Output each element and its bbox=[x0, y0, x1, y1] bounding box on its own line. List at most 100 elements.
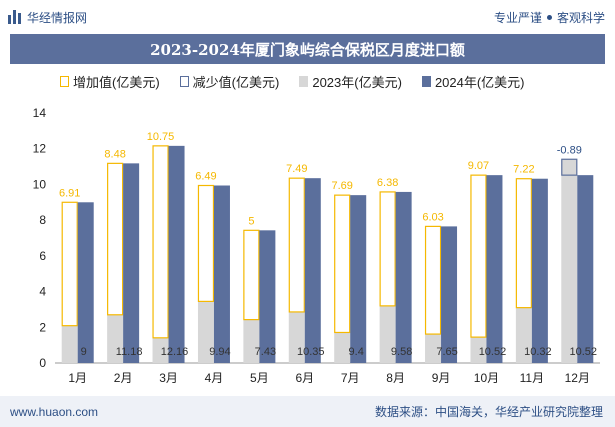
x-tick-label: 2月 bbox=[114, 371, 133, 385]
increase-box bbox=[243, 229, 260, 321]
change-label: 7.69 bbox=[331, 180, 352, 192]
x-tick-label: 5月 bbox=[250, 371, 269, 385]
bar-2024 bbox=[531, 178, 548, 363]
increase-box bbox=[61, 201, 78, 327]
y-tick-label: 4 bbox=[39, 285, 46, 299]
footer-website[interactable]: www.huaon.com bbox=[10, 404, 99, 419]
legend-item-2023: 2023年(亿美元) bbox=[299, 72, 402, 91]
change-label: 6.03 bbox=[422, 211, 443, 223]
value-label-2024: 7.43 bbox=[255, 346, 276, 358]
x-tick-label: 4月 bbox=[205, 371, 224, 385]
bar-2024 bbox=[441, 226, 458, 363]
footer-bar: www.huaon.com 数据来源：中国海关，华经产业研究院整理 bbox=[0, 396, 615, 427]
bar-2023 bbox=[561, 159, 578, 363]
y-tick-label: 12 bbox=[33, 142, 47, 156]
bar-2024 bbox=[350, 195, 367, 363]
change-label: 8.48 bbox=[104, 148, 125, 160]
increase-box bbox=[334, 194, 351, 334]
y-tick-label: 8 bbox=[39, 213, 46, 227]
legend-item-increase: 增加值(亿美元) bbox=[60, 72, 160, 91]
legend-swatch-2024 bbox=[421, 75, 431, 87]
tagline: 专业严谨 客观科学 bbox=[494, 9, 605, 26]
brand: 华经情报网 bbox=[8, 9, 87, 26]
value-label-2024: 12.16 bbox=[161, 346, 189, 358]
increase-box bbox=[379, 191, 396, 307]
tagline-left: 专业严谨 bbox=[493, 10, 542, 25]
brand-logo-icon bbox=[8, 10, 21, 24]
increase-box bbox=[152, 145, 169, 339]
y-tick-label: 14 bbox=[33, 106, 47, 120]
value-label-2024: 10.32 bbox=[524, 346, 552, 358]
bar-2024 bbox=[577, 175, 594, 363]
change-label: 5 bbox=[248, 215, 254, 227]
increase-box bbox=[424, 225, 442, 335]
y-tick-label: 0 bbox=[39, 356, 46, 370]
bar-2023 bbox=[197, 301, 214, 363]
x-tick-label: 11月 bbox=[520, 371, 544, 385]
value-label-2024: 9.4 bbox=[349, 346, 364, 358]
bar-2023 bbox=[334, 332, 351, 363]
chart-legend: 增加值(亿美元) 减少值(亿美元) 2023年(亿美元) 2024年(亿美元) bbox=[60, 70, 615, 92]
bar-2023 bbox=[288, 311, 305, 363]
bar-2024 bbox=[123, 163, 140, 363]
value-label-2024: 11.18 bbox=[116, 346, 143, 358]
change-label: 6.38 bbox=[377, 177, 398, 189]
legend-item-decrease: 减少值(亿美元) bbox=[179, 72, 280, 91]
legend-label-decrease: 减少值(亿美元) bbox=[192, 74, 280, 90]
dot-icon bbox=[546, 14, 552, 20]
value-label-2024: 10.52 bbox=[479, 346, 507, 358]
value-label-2024: 9 bbox=[81, 346, 87, 358]
value-label-2024: 7.65 bbox=[436, 346, 457, 358]
bar-2023 bbox=[61, 325, 78, 363]
change-label: 9.07 bbox=[468, 160, 489, 172]
x-tick-label: 8月 bbox=[386, 371, 405, 385]
bar-2024 bbox=[486, 175, 503, 363]
increase-box bbox=[515, 178, 532, 309]
x-tick-label: 9月 bbox=[432, 371, 451, 385]
x-tick-label: 7月 bbox=[341, 371, 360, 385]
x-tick-label: 12月 bbox=[565, 371, 590, 385]
bar-chart: 0 2 4 6 8 10 12 14 6.91 9 1月 8.48 11.18 2月 10.75 12.16 3… bbox=[33, 106, 600, 385]
change-label: 7.49 bbox=[286, 163, 307, 175]
bar-2023 bbox=[107, 314, 124, 363]
value-label-2024: 10.52 bbox=[570, 346, 598, 358]
bar-2023 bbox=[243, 319, 260, 363]
bar-2023 bbox=[470, 337, 487, 363]
y-tick-label: 2 bbox=[39, 320, 46, 334]
legend-swatch-2023 bbox=[299, 75, 309, 87]
tagline-right: 客观科学 bbox=[556, 10, 605, 25]
x-tick-label: 10月 bbox=[474, 371, 499, 385]
legend-swatch-decrease bbox=[179, 75, 189, 87]
increase-box bbox=[197, 184, 215, 302]
bar-2024 bbox=[168, 145, 185, 363]
header-bar: 华经情报网 专业严谨 客观科学 bbox=[0, 0, 615, 34]
footer-source: 数据来源：中国海关，华经产业研究院整理 bbox=[374, 405, 603, 419]
bar-2024 bbox=[304, 178, 321, 363]
increase-box bbox=[107, 162, 124, 316]
bar-2023 bbox=[425, 334, 442, 363]
y-tick-label: 6 bbox=[39, 249, 46, 263]
legend-item-2024: 2024年(亿美元) bbox=[421, 72, 525, 91]
brand-name: 华经情报网 bbox=[27, 10, 88, 25]
increase-box bbox=[288, 177, 305, 313]
increase-box bbox=[470, 174, 487, 338]
legend-swatch-increase bbox=[60, 75, 69, 87]
change-label: 6.91 bbox=[59, 187, 80, 199]
bar-2024 bbox=[77, 202, 94, 363]
bar-2023 bbox=[152, 337, 169, 363]
change-label: 6.49 bbox=[195, 171, 216, 183]
change-label: -0.89 bbox=[557, 144, 582, 156]
legend-label-increase: 增加值(亿美元) bbox=[73, 74, 160, 90]
chart-title: 2023-2024年厦门象屿综合保税区月度进口额 bbox=[10, 34, 605, 64]
x-tick-label: 1月 bbox=[68, 371, 87, 385]
y-tick-label: 10 bbox=[33, 177, 47, 191]
value-label-2024: 9.58 bbox=[391, 346, 412, 358]
legend-label-2023: 2023年(亿美元) bbox=[312, 74, 402, 90]
bar-2024 bbox=[213, 185, 230, 363]
bar-2023 bbox=[379, 305, 396, 363]
decrease-box bbox=[561, 158, 578, 176]
x-tick-label: 3月 bbox=[159, 371, 178, 385]
value-label-2024: 10.35 bbox=[297, 346, 325, 358]
value-label-2024: 9.94 bbox=[209, 346, 230, 358]
change-label: 7.22 bbox=[513, 164, 534, 176]
